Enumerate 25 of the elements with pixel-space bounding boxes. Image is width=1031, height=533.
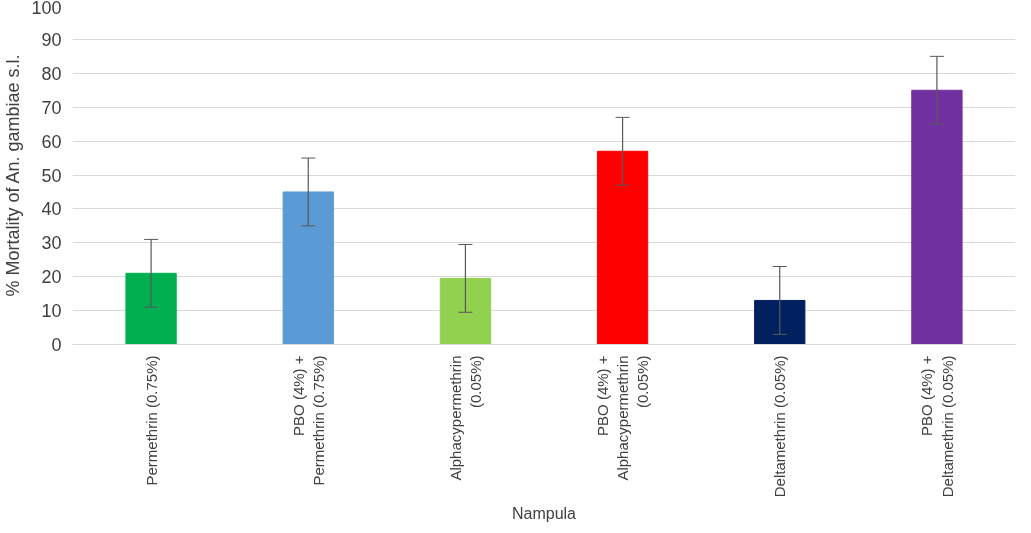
y-tick-label: 90	[41, 29, 62, 50]
x-axis-title: Nampula	[511, 505, 577, 523]
y-tick-label: 100	[31, 0, 62, 18]
y-tick-label: 0	[51, 335, 62, 355]
bar	[596, 150, 649, 345]
bar	[282, 191, 334, 345]
y-tick-label: 30	[41, 233, 62, 254]
y-tick-label: 70	[41, 97, 62, 118]
y-tick-label: 40	[41, 199, 62, 220]
y-tick-label: 10	[41, 301, 62, 322]
y-tick-label: 80	[41, 63, 62, 84]
bar	[439, 277, 492, 345]
bar	[754, 299, 806, 345]
x-tick-label: Deltamethrin (0.05%)	[771, 355, 789, 498]
x-tick-label: PBO (4%) + Deltamethrin (0.05%)	[918, 355, 956, 498]
x-tick-label: PBO (4%) + Permethrin (0.75%)	[289, 355, 327, 486]
y-tick-label: 20	[41, 267, 62, 288]
y-tick-label: 50	[41, 165, 62, 186]
bar	[125, 272, 177, 345]
y-tick-label: 60	[41, 131, 62, 152]
y-axis-title: % Mortality of An. gambiae s.l.	[3, 54, 24, 297]
bar	[911, 89, 963, 345]
x-tick-label: PBO (4%) + Alphacypermethrin (0.05%)	[593, 355, 652, 481]
x-tick-label: Permethrin (0.75%)	[142, 355, 160, 486]
x-tick-label: Alphacypermethrin (0.05%)	[446, 355, 485, 481]
